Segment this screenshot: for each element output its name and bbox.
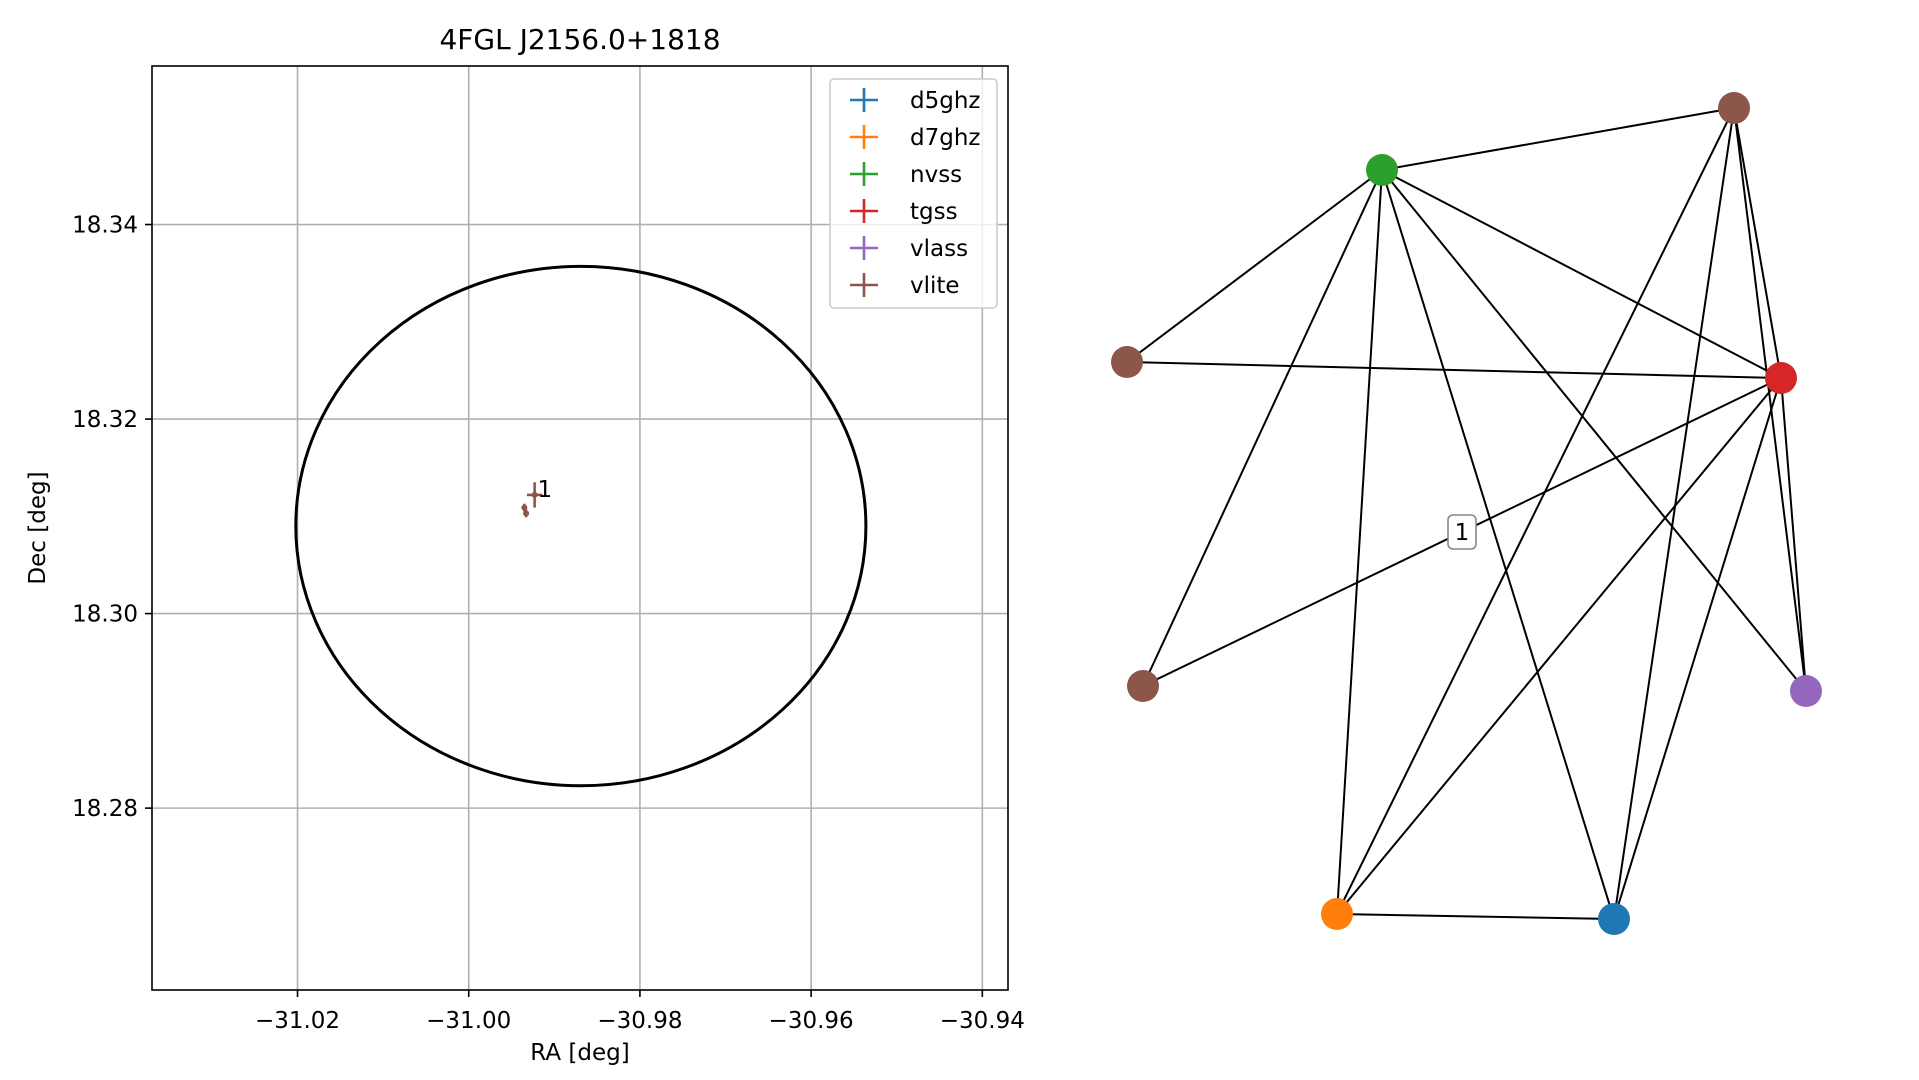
legend-label: nvss (910, 162, 962, 188)
error-ellipse (294, 264, 868, 788)
point-marker (523, 510, 530, 517)
edge-label-text: 1 (1455, 520, 1470, 546)
network-edge (1126, 169, 1383, 363)
network-node (1111, 346, 1143, 378)
ticks-layer: −31.02 −31.00 −30.98 −30.96 −30.94 18.28 18.30… (72, 213, 1025, 1034)
point-marker (521, 504, 528, 511)
legend-entries: d5ghz d7ghz nvss tgss vlass vlite (850, 88, 980, 299)
data-point (521, 503, 528, 512)
network-edge-label-layer: 1 (1447, 514, 1477, 550)
x-tick-label: −31.02 (255, 1008, 340, 1034)
x-tick-label: −30.94 (940, 1008, 1025, 1034)
data-point (526, 482, 543, 508)
network-edge (1733, 107, 1782, 379)
network-edge (1613, 107, 1735, 920)
x-axis-label: RA [deg] (530, 1040, 629, 1066)
network-node (1718, 92, 1750, 124)
legend-entry: vlite (850, 273, 960, 299)
network-node (1366, 154, 1398, 186)
network-edge (1142, 169, 1383, 687)
point-marker (531, 491, 538, 498)
x-tick-label: −31.00 (426, 1008, 511, 1034)
y-axis-label: Dec [deg] (25, 471, 51, 584)
y-tick-label: 18.34 (72, 213, 138, 239)
network-edge (1126, 361, 1782, 379)
network-node (1127, 670, 1159, 702)
network-edge (1381, 169, 1782, 379)
network-edge (1613, 377, 1782, 920)
legend-label: vlite (910, 273, 960, 299)
legend-label: tgss (910, 199, 958, 225)
plot-frame (151, 65, 1009, 991)
legend-entry: d7ghz (850, 125, 980, 151)
legend-entry: d5ghz (850, 88, 980, 114)
network-node (1790, 675, 1822, 707)
x-tick-label: −30.96 (769, 1008, 854, 1034)
network-nodes-layer (1111, 92, 1822, 935)
legend: d5ghz d7ghz nvss tgss vlass vlite (829, 78, 998, 309)
edge-label: 1 (1447, 514, 1477, 550)
scatter-chart: −31.02 −31.00 −30.98 −30.96 −30.94 18.28 18.30… (25, 23, 1025, 1066)
legend-label: d5ghz (910, 88, 980, 114)
x-tick-label: −30.98 (597, 1008, 682, 1034)
network-edge (1336, 107, 1735, 915)
y-tick-label: 18.28 (72, 796, 138, 822)
error-ellipse-layer (294, 264, 868, 788)
point-annotation: 1 (537, 477, 552, 503)
edge-label-box (1447, 514, 1477, 550)
network-node (1598, 903, 1630, 935)
network-edge (1336, 913, 1615, 920)
y-tick-label: 18.32 (72, 407, 138, 433)
data-points-layer (521, 482, 543, 518)
y-tick-label: 18.30 (72, 602, 138, 628)
network-edge (1381, 169, 1807, 692)
legend-entry: nvss (850, 162, 962, 188)
data-point (523, 509, 530, 518)
annotation-layer: 1 (537, 477, 552, 503)
network-edge (1733, 107, 1807, 692)
legend-label: d7ghz (910, 125, 980, 151)
network-chart: 1 (1111, 92, 1822, 935)
chart-title: 4FGL J2156.0+1818 (439, 23, 720, 56)
network-edge (1336, 377, 1782, 915)
network-edge (1780, 377, 1807, 692)
legend-entry: vlass (850, 236, 968, 262)
network-node (1321, 898, 1353, 930)
network-edge (1381, 107, 1735, 171)
network-edge (1381, 169, 1615, 920)
network-edge (1336, 169, 1383, 915)
legend-label: vlass (910, 236, 968, 262)
network-node (1765, 362, 1797, 394)
legend-entry: tgss (850, 199, 958, 225)
network-edges-layer (1126, 107, 1807, 920)
